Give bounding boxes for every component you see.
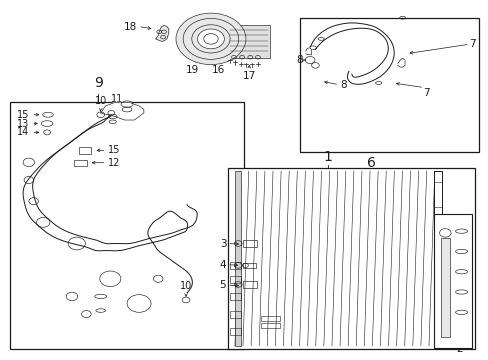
Bar — [230, 276, 240, 283]
Text: 7: 7 — [423, 88, 429, 98]
Bar — [10, 102, 244, 349]
Circle shape — [197, 29, 224, 49]
Bar — [243, 240, 257, 247]
Text: 3: 3 — [219, 239, 226, 248]
Bar — [433, 213, 471, 348]
Bar — [243, 281, 257, 288]
Polygon shape — [305, 48, 311, 55]
Text: 10: 10 — [180, 281, 192, 291]
Text: 2: 2 — [455, 344, 462, 354]
Bar — [79, 147, 91, 154]
Text: 13: 13 — [17, 118, 29, 129]
Bar — [261, 316, 280, 321]
Bar — [433, 171, 442, 346]
Text: 11: 11 — [111, 94, 123, 104]
Text: 7: 7 — [468, 39, 474, 49]
Text: 8: 8 — [340, 80, 346, 90]
Text: 6: 6 — [366, 156, 375, 170]
Text: 4: 4 — [219, 260, 226, 270]
Bar — [234, 171, 240, 346]
Bar — [243, 262, 256, 268]
Bar — [440, 238, 448, 337]
Text: 10: 10 — [94, 96, 107, 106]
Text: 18: 18 — [123, 22, 137, 32]
Text: 15: 15 — [17, 110, 29, 120]
Text: 12: 12 — [108, 158, 120, 168]
Bar — [227, 168, 473, 349]
Text: 9: 9 — [94, 76, 102, 90]
Text: 15: 15 — [108, 145, 120, 156]
Bar — [230, 293, 240, 301]
Bar — [74, 159, 87, 166]
Text: 16: 16 — [211, 66, 224, 75]
Text: 17: 17 — [242, 71, 255, 81]
Circle shape — [203, 33, 218, 44]
Bar — [230, 328, 240, 336]
Bar — [299, 18, 478, 152]
Polygon shape — [101, 102, 143, 120]
Text: 5: 5 — [219, 280, 226, 290]
Circle shape — [176, 13, 245, 65]
Bar — [261, 323, 280, 328]
Bar — [230, 311, 240, 318]
Polygon shape — [156, 26, 168, 41]
Bar — [230, 262, 240, 269]
Text: 1: 1 — [323, 150, 332, 164]
FancyBboxPatch shape — [229, 25, 269, 58]
Text: 19: 19 — [186, 66, 199, 75]
Circle shape — [183, 18, 238, 59]
Text: 14: 14 — [17, 127, 29, 138]
Text: 8: 8 — [296, 55, 303, 65]
